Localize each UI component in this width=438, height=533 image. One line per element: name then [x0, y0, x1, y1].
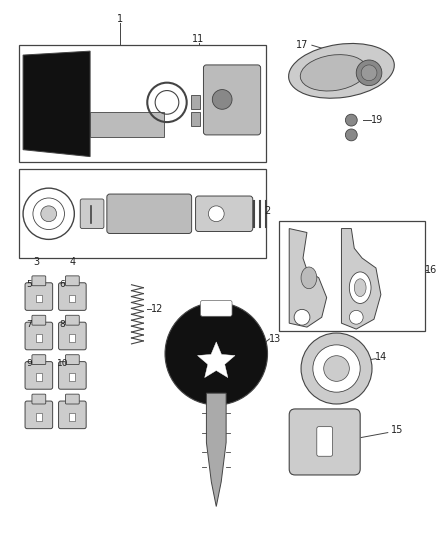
Polygon shape: [342, 229, 381, 329]
Text: 13: 13: [269, 334, 282, 344]
Ellipse shape: [289, 44, 394, 98]
FancyBboxPatch shape: [59, 361, 86, 389]
FancyBboxPatch shape: [32, 316, 46, 325]
Text: 1: 1: [117, 14, 123, 23]
Circle shape: [350, 310, 363, 324]
Text: 10: 10: [57, 359, 68, 368]
Circle shape: [301, 333, 372, 404]
Ellipse shape: [350, 272, 371, 303]
Bar: [191, 112, 201, 126]
Ellipse shape: [354, 279, 366, 296]
Polygon shape: [198, 342, 235, 377]
Bar: [69, 334, 75, 342]
FancyBboxPatch shape: [59, 322, 86, 350]
Circle shape: [165, 303, 268, 405]
Circle shape: [361, 65, 377, 80]
Bar: [69, 413, 75, 421]
Text: 9: 9: [26, 359, 32, 368]
Circle shape: [313, 345, 360, 392]
Bar: [36, 413, 42, 421]
Circle shape: [356, 60, 382, 86]
Text: 17: 17: [296, 40, 308, 50]
Ellipse shape: [301, 267, 317, 289]
FancyBboxPatch shape: [59, 283, 86, 310]
FancyBboxPatch shape: [25, 283, 53, 310]
Text: 3: 3: [33, 257, 39, 267]
Text: 12: 12: [151, 304, 163, 314]
FancyBboxPatch shape: [65, 394, 79, 404]
Circle shape: [41, 206, 57, 222]
Circle shape: [208, 206, 224, 222]
FancyBboxPatch shape: [80, 199, 104, 229]
Text: 8: 8: [60, 320, 65, 329]
Text: 15: 15: [391, 425, 403, 434]
Bar: [191, 95, 201, 109]
Circle shape: [324, 356, 350, 381]
FancyBboxPatch shape: [196, 196, 253, 231]
FancyBboxPatch shape: [32, 355, 46, 365]
Circle shape: [346, 129, 357, 141]
FancyBboxPatch shape: [317, 427, 332, 456]
FancyBboxPatch shape: [65, 316, 79, 325]
FancyBboxPatch shape: [204, 65, 261, 135]
Text: 7: 7: [26, 320, 32, 329]
Circle shape: [294, 309, 310, 325]
Bar: [69, 295, 75, 303]
Bar: [36, 295, 42, 303]
Text: 2: 2: [265, 206, 271, 216]
Text: 11: 11: [192, 34, 205, 44]
FancyBboxPatch shape: [32, 276, 46, 286]
Text: 5: 5: [26, 280, 32, 289]
Polygon shape: [23, 51, 90, 157]
Polygon shape: [206, 393, 226, 506]
Text: 6: 6: [60, 280, 65, 289]
Text: 14: 14: [375, 352, 387, 362]
FancyBboxPatch shape: [25, 322, 53, 350]
Bar: [279, 221, 425, 331]
Circle shape: [346, 114, 357, 126]
Ellipse shape: [300, 55, 367, 91]
FancyBboxPatch shape: [65, 355, 79, 365]
FancyBboxPatch shape: [289, 409, 360, 475]
FancyBboxPatch shape: [107, 194, 192, 233]
Circle shape: [212, 90, 232, 109]
FancyBboxPatch shape: [201, 301, 232, 316]
Bar: [69, 374, 75, 381]
FancyBboxPatch shape: [59, 401, 86, 429]
FancyBboxPatch shape: [25, 361, 53, 389]
Text: 19: 19: [371, 115, 383, 125]
Bar: [36, 334, 42, 342]
FancyBboxPatch shape: [65, 276, 79, 286]
Bar: [19, 169, 265, 258]
FancyBboxPatch shape: [32, 394, 46, 404]
Text: 16: 16: [425, 265, 437, 275]
Bar: [19, 45, 265, 161]
Bar: [90, 112, 164, 137]
FancyBboxPatch shape: [25, 401, 53, 429]
Bar: [36, 374, 42, 381]
Text: 4: 4: [69, 257, 75, 267]
Polygon shape: [289, 229, 327, 327]
